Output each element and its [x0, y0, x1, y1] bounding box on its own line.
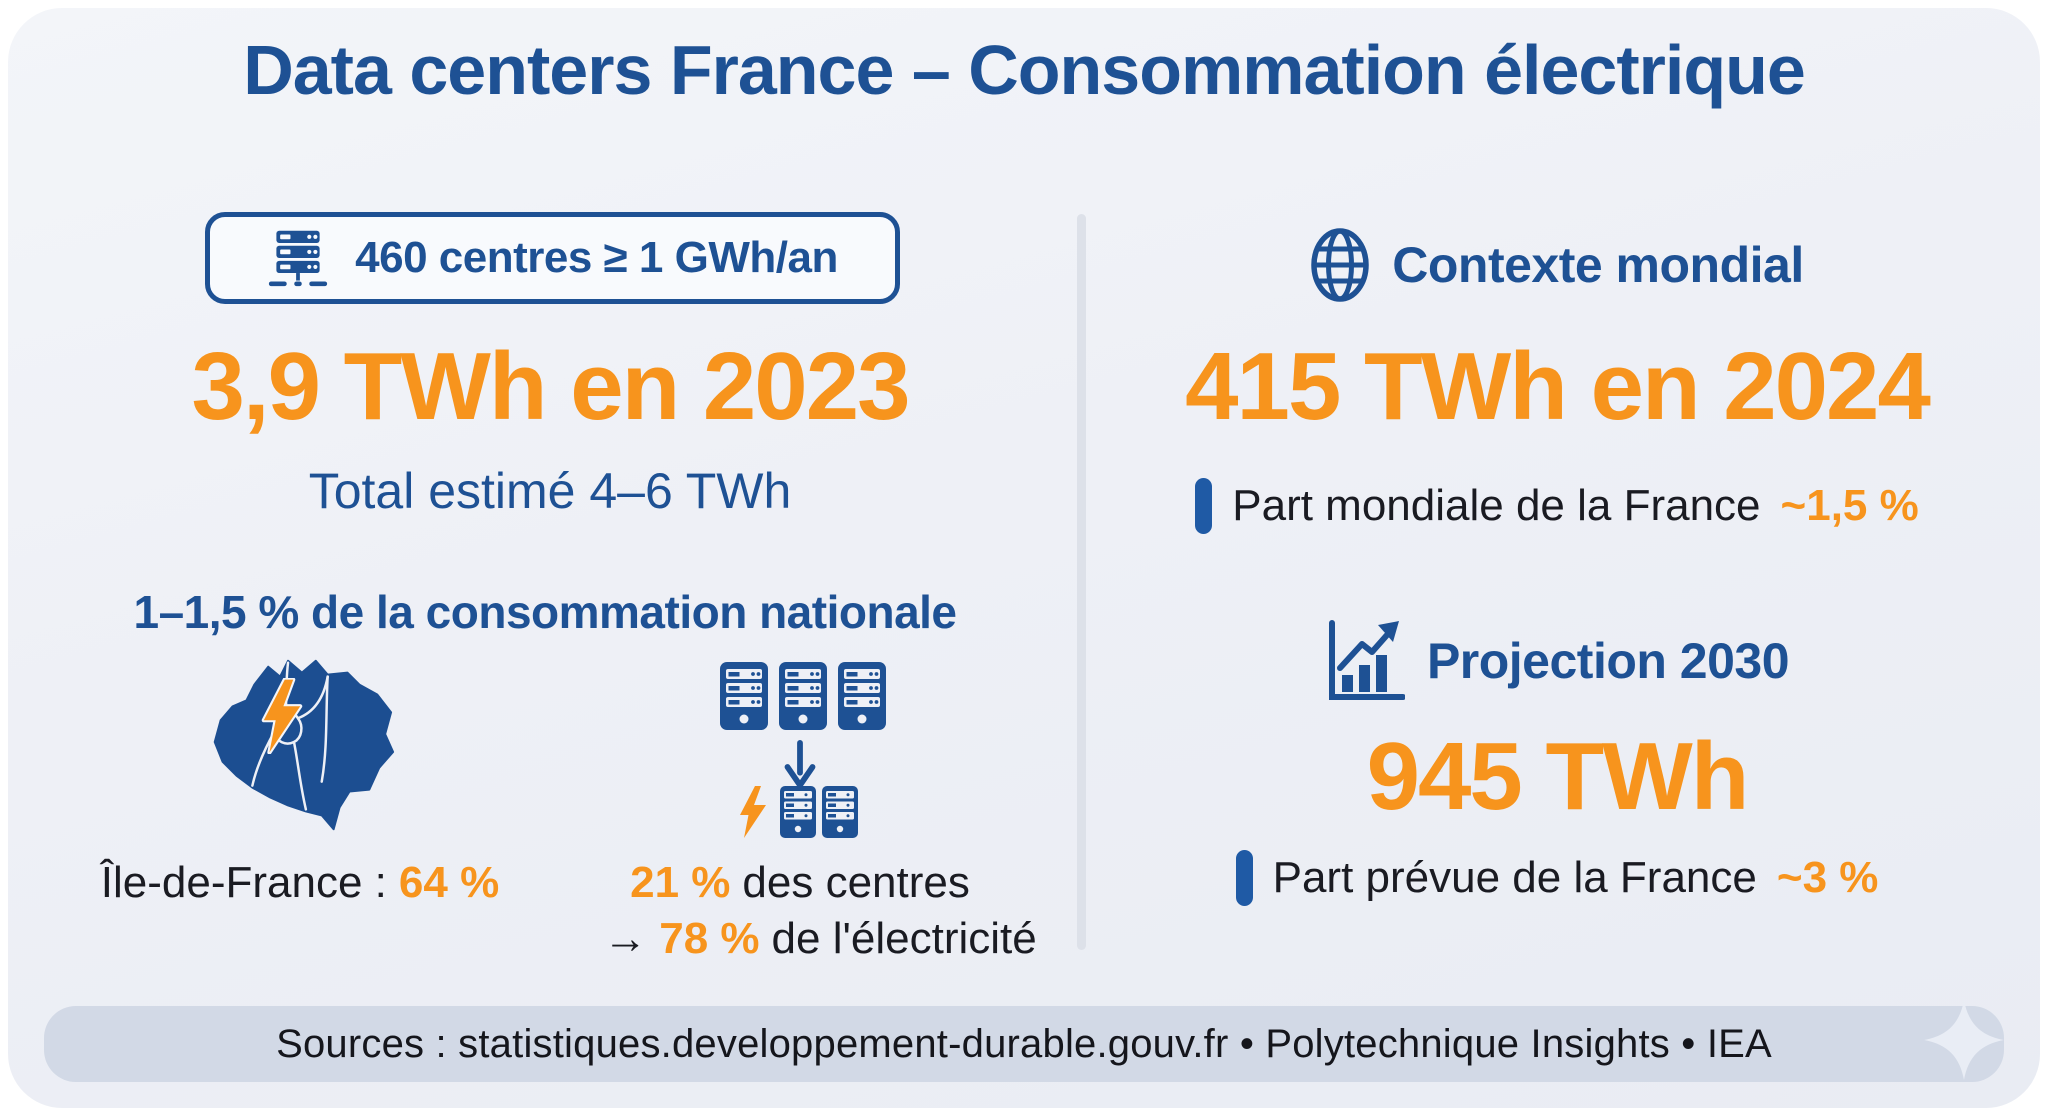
world-context-label: Contexte mondial	[1392, 237, 1804, 293]
background-card	[8, 8, 2040, 1108]
projection-label: Projection 2030	[1426, 633, 1790, 689]
centers-label: des centres	[742, 858, 970, 907]
world-share-line: Part mondiale de la France ~1,5 %	[1092, 478, 2022, 534]
arrow-right-glyph: →	[603, 914, 648, 963]
sources-bar: Sources : statistiques.developpement-dur…	[44, 1006, 2004, 1082]
centers-stat-line: 21 % des centres	[560, 858, 1040, 908]
world-context-heading: Contexte mondial	[1092, 226, 2022, 304]
electricity-value: 78 %	[659, 914, 760, 963]
bullet-bar-icon	[1235, 850, 1253, 906]
estimated-total-subtitle: Total estimé 4–6 TWh	[308, 463, 792, 519]
lightning-servers-icon	[738, 784, 858, 840]
sparkle-icon	[1922, 998, 2006, 1082]
page-title: Data centers France – Consommation élect…	[243, 31, 1806, 109]
ile-de-france-map	[183, 650, 401, 840]
centers-count-badge: 460 centres ≥ 1 GWh/an	[205, 212, 900, 304]
idf-stat-line: Île-de-France : 64 %	[40, 858, 560, 908]
small-server-towers	[780, 786, 858, 838]
server-rack-icon	[267, 228, 329, 288]
projection-2030-stat: 945 TWh	[1366, 723, 1750, 830]
bar-chart-icon	[1325, 618, 1405, 704]
world-share-value: ~1,5 %	[1780, 481, 1919, 530]
centers-count-label: 460 centres ≥ 1 GWh/an	[355, 233, 838, 282]
projection-share-line: Part prévue de la France ~3 %	[1092, 850, 2022, 906]
projection-heading: Projection 2030	[1092, 618, 2022, 704]
arrow-down-icon	[782, 740, 818, 797]
sources-text: Sources : statistiques.developpement-dur…	[276, 1021, 1772, 1066]
projection-share-value: ~3 %	[1776, 853, 1879, 902]
idf-label: Île-de-France :	[100, 858, 387, 907]
electricity-label: de l'électricité	[771, 914, 1037, 963]
lightning-icon	[261, 677, 303, 755]
world-2024-stat: 415 TWh en 2024	[1185, 333, 1931, 440]
projection-share-label: Part prévue de la France	[1272, 853, 1757, 902]
bullet-bar-icon	[1195, 478, 1213, 534]
national-share-heading: 1–1,5 % de la consommation nationale	[133, 586, 957, 638]
electricity-stat-line: → 78 % de l'électricité	[560, 914, 1080, 964]
column-divider	[1077, 214, 1086, 950]
globe-icon	[1310, 226, 1370, 304]
france-2023-stat: 3,9 TWh en 2023	[191, 333, 911, 440]
server-towers-icon	[720, 662, 886, 730]
world-share-label: Part mondiale de la France	[1232, 481, 1761, 530]
centers-value: 21 %	[630, 858, 731, 907]
idf-value: 64 %	[398, 858, 500, 907]
